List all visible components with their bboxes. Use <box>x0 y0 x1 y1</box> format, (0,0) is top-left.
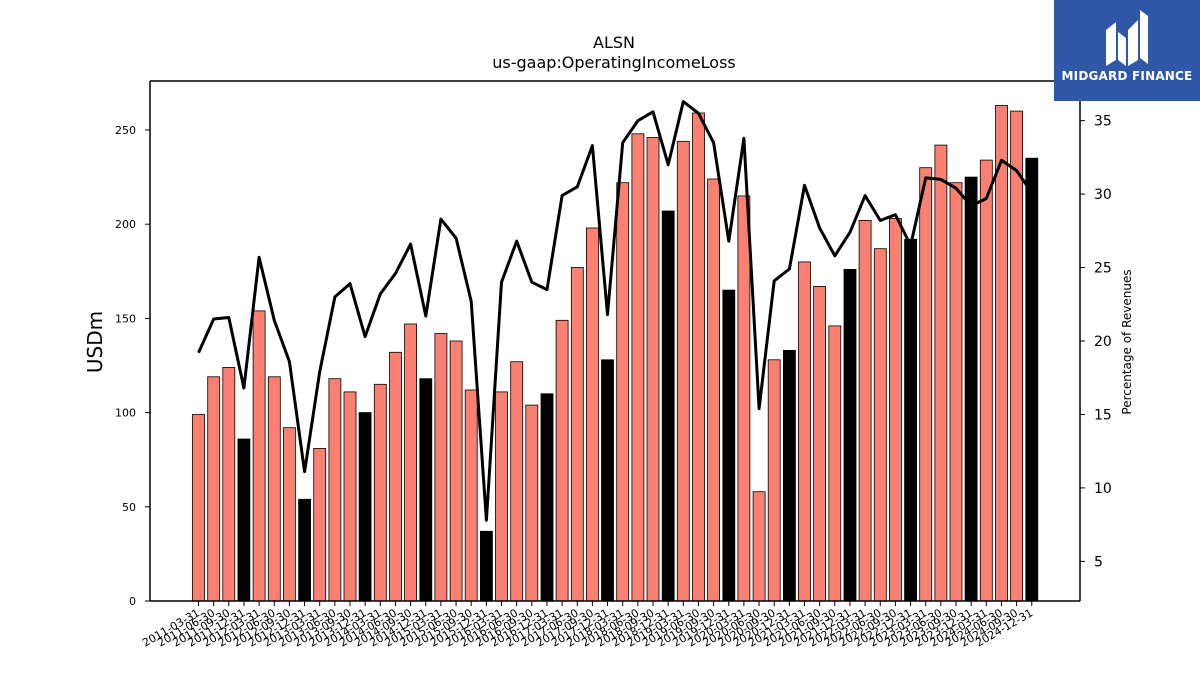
y2-tick-label: 15 <box>1094 407 1112 423</box>
bar-2012-12-31 <box>298 498 312 602</box>
axes-group: 05010015020025051015202530352011-03-3120… <box>115 80 1112 650</box>
y2-tick-label: 5 <box>1094 554 1103 570</box>
chart-title: ALSN <box>593 33 635 52</box>
bar-2021-03-31 <box>798 261 811 602</box>
bar-2023-03-31 <box>919 167 933 602</box>
bar-2021-09-30 <box>828 325 842 602</box>
bar-2024-03-31 <box>979 159 993 602</box>
bar-2017-09-30 <box>586 227 599 602</box>
bar-2022-03-31 <box>858 219 872 602</box>
bar-2017-06-30 <box>570 267 584 602</box>
bar-2018-06-30 <box>631 133 645 602</box>
y-tick-label: 0 <box>129 595 136 608</box>
bar-2019-06-30 <box>692 112 705 602</box>
bar-2023-12-31 <box>964 176 978 602</box>
bar-2018-09-30 <box>646 137 660 602</box>
bar-2011-09-30 <box>222 366 236 602</box>
bar-2022-06-30 <box>873 248 887 602</box>
bar-2014-06-30 <box>389 351 402 602</box>
bar-2016-06-30 <box>510 361 524 602</box>
bar-2015-12-31 <box>479 530 493 602</box>
bar-2018-03-31 <box>616 182 630 602</box>
brand-logo: MIDGARD FINANCE <box>1054 0 1200 101</box>
bar-2024-12-31 <box>1025 157 1039 602</box>
y-tick-label: 250 <box>115 124 136 137</box>
bar-2022-09-30 <box>889 218 902 602</box>
percentage-line <box>197 100 1034 522</box>
bar-2016-03-31 <box>495 391 508 602</box>
y-tick-label: 200 <box>115 218 136 231</box>
bar-2014-03-31 <box>373 383 387 602</box>
bar-2017-03-31 <box>555 319 569 602</box>
bar-2012-03-31 <box>252 310 266 602</box>
bar-2013-03-31 <box>313 447 327 602</box>
y2-tick-label: 30 <box>1094 187 1112 203</box>
bar-2024-09-30 <box>1010 110 1023 602</box>
y2-tick-label: 35 <box>1094 114 1112 130</box>
bar-2011-03-31 <box>192 414 205 602</box>
bar-2017-12-31 <box>601 359 614 602</box>
bar-2015-06-30 <box>449 340 463 602</box>
chart-subtitle: us-gaap:OperatingIncomeLoss <box>492 53 736 72</box>
line-group <box>197 100 1034 522</box>
bar-2019-09-30 <box>707 178 720 602</box>
bar-2024-06-30 <box>995 105 1008 602</box>
bar-2021-12-31 <box>843 268 857 602</box>
bar-2019-03-31 <box>676 140 690 602</box>
bar-2013-09-30 <box>343 391 357 602</box>
y2-tick-label: 25 <box>1094 261 1112 277</box>
y2-axis-label: Percentage of Revenues <box>1120 269 1134 414</box>
bar-2015-03-31 <box>434 333 448 602</box>
y-tick-label: 100 <box>115 407 136 420</box>
bar-2013-12-31 <box>358 412 372 602</box>
bar-2021-06-30 <box>813 285 826 602</box>
bar-2020-09-30 <box>767 359 781 602</box>
bar-2023-09-30 <box>949 182 963 602</box>
y-tick-label: 50 <box>122 501 136 514</box>
bar-2016-12-31 <box>540 393 554 602</box>
bar-2012-09-30 <box>282 427 296 602</box>
bar-2020-12-31 <box>783 349 796 602</box>
bar-2022-12-31 <box>904 238 917 602</box>
bar-2020-06-30 <box>752 491 766 602</box>
y-tick-label: 150 <box>115 312 136 325</box>
bar-2014-12-31 <box>419 378 433 602</box>
bar-2013-06-30 <box>328 378 342 602</box>
bar-2014-09-30 <box>404 323 418 602</box>
bar-2011-12-31 <box>237 438 251 602</box>
bar-2019-12-31 <box>722 289 736 602</box>
bars-group <box>192 105 1039 602</box>
y2-tick-label: 20 <box>1094 334 1112 350</box>
bar-2012-06-30 <box>267 376 281 602</box>
brand-name: MIDGARD FINANCE <box>1061 69 1193 83</box>
bar-2015-09-30 <box>464 389 478 602</box>
bar-2020-03-31 <box>737 195 751 602</box>
bar-2018-12-31 <box>661 210 675 602</box>
brand-mark-icon <box>1106 10 1148 66</box>
bar-2011-06-30 <box>207 376 221 602</box>
y-axis-label: USDm <box>83 311 107 373</box>
y2-tick-label: 10 <box>1094 481 1112 497</box>
bar-2016-09-30 <box>525 404 539 602</box>
bar-2023-06-30 <box>934 144 948 602</box>
